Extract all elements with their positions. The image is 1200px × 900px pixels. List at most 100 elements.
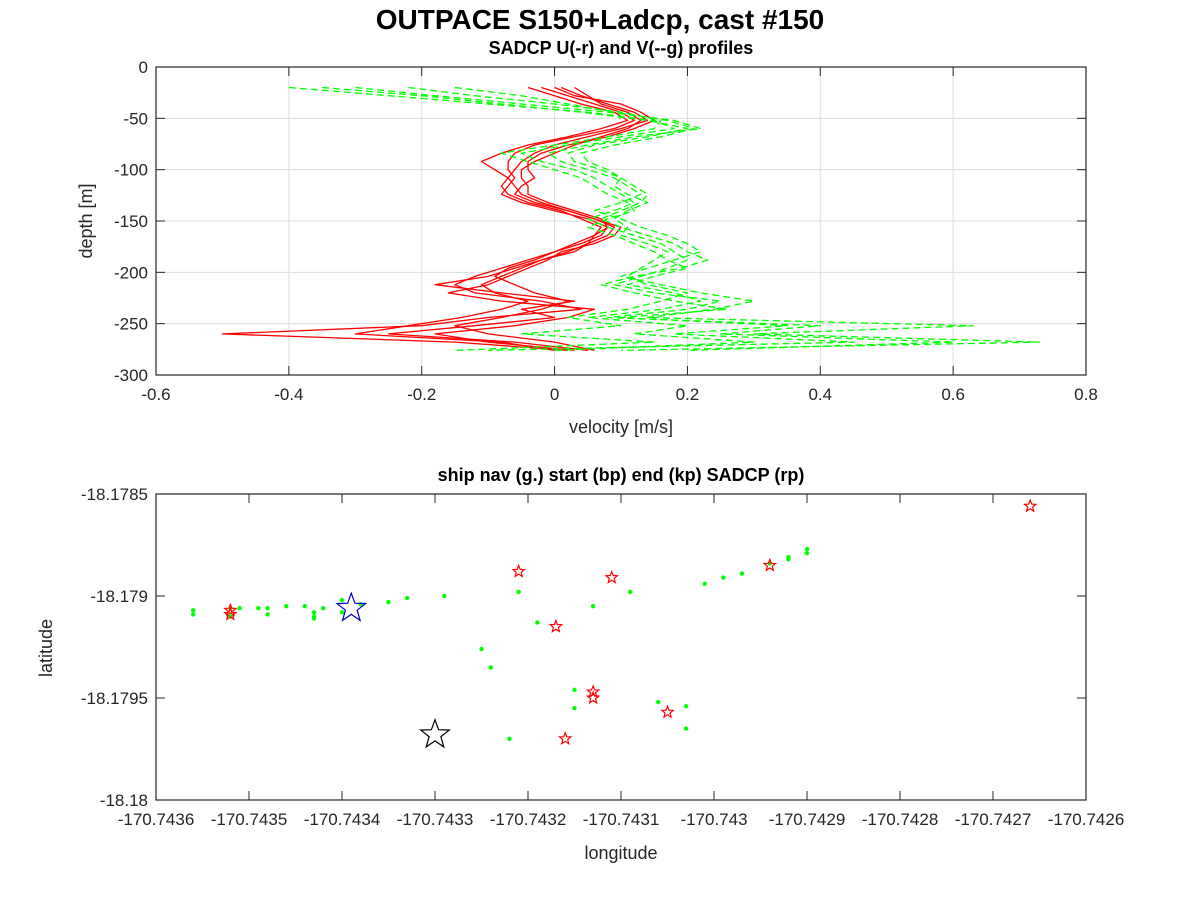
ship-nav-point xyxy=(302,604,307,609)
profile-lines xyxy=(221,86,1041,352)
ship-nav-point xyxy=(237,606,242,611)
ship-nav-point xyxy=(386,599,391,605)
nav-xtick-label: -170.7431 xyxy=(583,810,660,829)
ship-nav-point xyxy=(339,610,345,615)
profile-ytick-label: -300 xyxy=(114,366,148,385)
ship-nav-point xyxy=(311,616,317,621)
nav-ytick-label: -18.179 xyxy=(90,587,148,606)
profile-xlabel: velocity [m/s] xyxy=(569,417,673,437)
ship-nav-point xyxy=(572,687,577,692)
nav-xtick-label: -170.7436 xyxy=(118,810,195,829)
nav-axes: ship nav (g.) start (bp) end (kp) SADCP … xyxy=(36,465,1124,863)
profile-ytick-label: -150 xyxy=(114,212,148,231)
ship-nav-point xyxy=(265,612,270,617)
sadcp-star-marker xyxy=(604,569,619,584)
sadcp-star-marker xyxy=(585,690,601,705)
ship-nav-point xyxy=(683,726,689,731)
ship-nav-point xyxy=(683,704,689,709)
ship-nav-point xyxy=(516,589,521,595)
profile-xtick-label: 0.6 xyxy=(941,385,965,404)
profile-axes-title: SADCP U(-r) and V(--g) profiles xyxy=(489,38,754,58)
v-profile-line xyxy=(454,86,695,352)
nav-xtick-label: -170.7427 xyxy=(955,810,1032,829)
profile-xtick-label: 0.4 xyxy=(808,385,832,404)
nav-ytick-label: -18.1785 xyxy=(81,485,148,504)
sadcp-star-marker xyxy=(223,602,238,617)
sadcp-star-marker xyxy=(660,704,675,719)
ship-nav-point xyxy=(535,620,540,625)
nav-axes-title: ship nav (g.) start (bp) end (kp) SADCP … xyxy=(438,465,805,485)
ship-nav-point xyxy=(628,589,633,595)
sadcp-star-marker xyxy=(1022,498,1038,513)
ship-nav-point xyxy=(339,597,345,603)
profile-xtick-label: 0.2 xyxy=(676,385,700,404)
ship-nav-point xyxy=(507,736,512,741)
profile-axes: SADCP U(-r) and V(--g) profiles -0.6 -0.4… xyxy=(76,38,1098,437)
profile-ytick-label: 0 xyxy=(139,58,148,77)
profile-ticks: -0.6 -0.4 -0.2 0 0.2 0.4 0.6 0.8 0 -50 -100 -150 -20… xyxy=(114,58,1098,404)
profile-ytick-label: -250 xyxy=(114,315,148,334)
figure-title: OUTPACE S150+Ladcp, cast #150 xyxy=(376,4,824,35)
ship-nav-point xyxy=(256,606,261,611)
ship-nav-point xyxy=(488,665,493,670)
sadcp-star-marker xyxy=(762,557,778,572)
nav-xtick-label: -170.7433 xyxy=(397,810,474,829)
ship-nav-point xyxy=(590,604,596,609)
nav-marks xyxy=(191,498,1038,749)
sadcp-star-marker xyxy=(223,606,238,621)
profile-xtick-label: -0.4 xyxy=(274,385,303,404)
ship-nav-point xyxy=(191,612,196,617)
profile-ytick-label: -100 xyxy=(114,161,148,180)
nav-plot-area xyxy=(156,494,1086,800)
ship-nav-point xyxy=(265,606,270,611)
profile-xtick-label: -0.6 xyxy=(141,385,170,404)
ship-nav-point xyxy=(804,551,810,556)
nav-xtick-label: -170.743 xyxy=(680,810,747,829)
ship-nav-point xyxy=(404,595,410,601)
profile-ytick-label: -200 xyxy=(114,263,148,282)
ship-nav-point xyxy=(656,699,661,705)
profile-xtick-label: -0.2 xyxy=(407,385,436,404)
profile-xtick-label: 0 xyxy=(550,385,559,404)
nav-ytick-label: -18.1795 xyxy=(81,689,148,708)
nav-xtick-label: -170.7429 xyxy=(769,810,846,829)
nav-ylabel: latitude xyxy=(36,619,56,677)
ship-nav-point xyxy=(284,604,289,609)
ship-nav-point xyxy=(191,608,196,613)
ship-nav-point xyxy=(321,606,326,611)
sadcp-star-marker xyxy=(511,563,526,578)
start-star-marker xyxy=(335,591,368,622)
v-profile-line xyxy=(322,86,855,352)
nav-xlabel: longitude xyxy=(584,843,657,863)
sadcp-star-marker xyxy=(548,618,564,633)
profile-ylabel: depth [m] xyxy=(76,183,96,258)
u-profile-line xyxy=(454,86,642,352)
ship-nav-point xyxy=(479,646,484,652)
nav-xtick-label: -170.7435 xyxy=(211,810,288,829)
profile-ytick-label: -50 xyxy=(123,109,148,128)
nav-xtick-label: -170.7434 xyxy=(304,810,381,829)
profile-xtick-label: 0.8 xyxy=(1074,385,1098,404)
nav-xtick-label: -170.7428 xyxy=(862,810,939,829)
ship-nav-point xyxy=(786,555,791,560)
ship-nav-point xyxy=(572,706,577,711)
end-star-marker xyxy=(419,717,451,749)
nav-xtick-label: -170.7432 xyxy=(490,810,567,829)
ship-nav-point xyxy=(311,610,317,615)
ship-nav-point xyxy=(442,593,447,599)
u-profile-line xyxy=(354,86,629,352)
u-profile-line xyxy=(434,86,655,352)
v-profile-line xyxy=(355,86,1041,352)
nav-xtick-label: -170.7426 xyxy=(1048,810,1125,829)
nav-ytick-label: -18.18 xyxy=(100,791,148,810)
ship-nav-point xyxy=(702,581,707,586)
sadcp-star-marker xyxy=(557,731,573,746)
ship-nav-point xyxy=(739,571,745,576)
sadcp-star-marker xyxy=(585,684,601,699)
v-profile-line xyxy=(408,86,755,352)
ship-nav-point xyxy=(804,546,810,552)
ship-nav-point xyxy=(721,575,726,580)
v-profile-line xyxy=(288,86,954,352)
nav-ticks: -170.7436 -170.7435 -170.7434 -170.7433 -170… xyxy=(81,485,1124,829)
